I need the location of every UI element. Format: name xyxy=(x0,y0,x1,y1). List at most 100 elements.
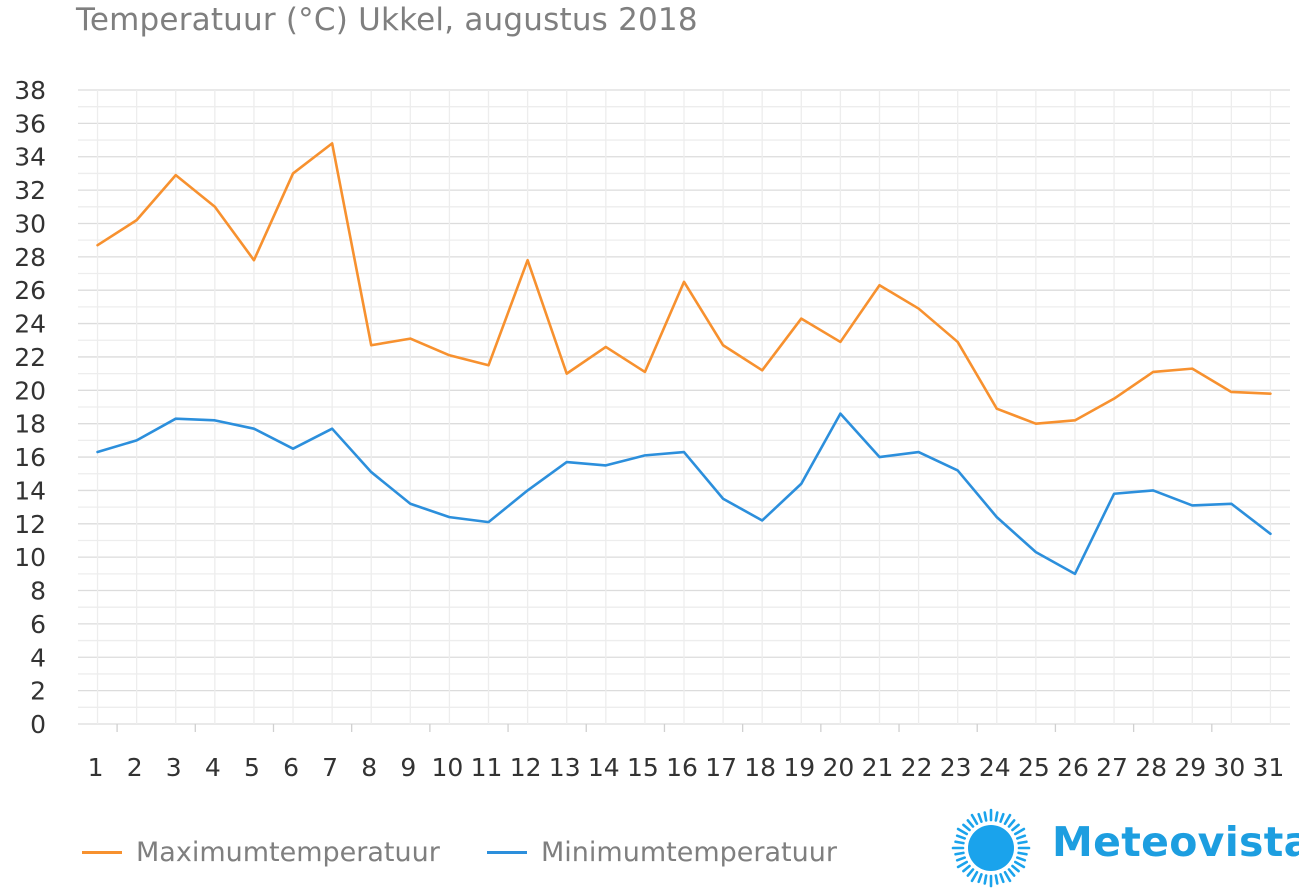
x-tick-label: 13 xyxy=(549,753,581,782)
sun-ray xyxy=(983,811,988,822)
sun-ray xyxy=(962,864,971,873)
legend-item-min[interactable]: Minimumtemperatuur xyxy=(487,832,837,872)
x-tick-label: 25 xyxy=(1018,753,1050,782)
x-tick-label: 19 xyxy=(783,753,815,782)
sun-ray xyxy=(983,874,988,885)
y-tick-label: 2 xyxy=(30,677,46,706)
x-tick-label: 24 xyxy=(979,753,1011,782)
sun-ray xyxy=(966,868,975,877)
sun-ray xyxy=(977,812,983,823)
x-tick-label: 28 xyxy=(1135,753,1167,782)
x-tick-label: 11 xyxy=(471,753,503,782)
sun-ray xyxy=(999,812,1005,823)
series-lines xyxy=(96,142,1272,576)
x-tick-label: 29 xyxy=(1174,753,1206,782)
y-tick-label: 26 xyxy=(14,276,46,305)
sun-ray xyxy=(1007,868,1016,877)
sun-ray xyxy=(956,827,969,836)
legend-swatch-min xyxy=(487,850,527,854)
sun-ray xyxy=(977,873,983,884)
x-tick-label: 27 xyxy=(1096,753,1128,782)
sun-ray xyxy=(1017,851,1028,856)
chart-grid xyxy=(78,89,1290,732)
legend-label-min: Minimumtemperatuur xyxy=(541,836,837,868)
y-tick-label: 38 xyxy=(14,76,46,105)
x-tick-label: 26 xyxy=(1057,753,1089,782)
sun-ray xyxy=(1013,860,1026,869)
x-tick-label: 4 xyxy=(205,753,221,782)
y-tick-label: 0 xyxy=(30,710,46,739)
x-tick-label: 6 xyxy=(283,753,299,782)
x-tick-label: 8 xyxy=(361,753,377,782)
x-axis-ticks: 1 2 3 4 5 6 7 8 9 10 11 12 13 14 15 16 17 18 19 20 21 22 23 24 2… xyxy=(88,753,1285,782)
sun-ray xyxy=(1011,864,1020,873)
x-tick-label: 12 xyxy=(510,753,542,782)
sun-ray xyxy=(1016,856,1027,862)
x-tick-label: 23 xyxy=(940,753,972,782)
x-tick-label: 14 xyxy=(588,753,620,782)
y-tick-label: 36 xyxy=(14,109,46,138)
x-tick-label: 15 xyxy=(627,753,659,782)
x-tick-label: 17 xyxy=(705,753,737,782)
sun-ray xyxy=(1003,870,1012,883)
sun-ray xyxy=(966,819,975,828)
y-tick-label: 32 xyxy=(14,176,46,205)
series-line-max xyxy=(96,142,1272,425)
chart-title: Temperatuur (°C) Ukkel, augustus 2018 xyxy=(76,2,698,38)
x-tick-label: 20 xyxy=(822,753,854,782)
x-tick-label: 5 xyxy=(244,753,260,782)
legend-label-max: Maximumtemperatuur xyxy=(136,836,440,868)
x-tick-label: 18 xyxy=(744,753,776,782)
sun-ray xyxy=(1013,827,1026,836)
x-tick-label: 21 xyxy=(862,753,894,782)
sun-ray xyxy=(954,851,965,856)
x-tick-label: 3 xyxy=(166,753,182,782)
logo-text: Meteovista xyxy=(1052,818,1299,866)
x-tick-label: 1 xyxy=(88,753,104,782)
sun-ray xyxy=(970,813,979,826)
y-tick-label: 14 xyxy=(14,476,46,505)
x-tick-label: 2 xyxy=(127,753,143,782)
y-tick-label: 6 xyxy=(30,610,46,639)
legend-item-max[interactable]: Maximumtemperatuur xyxy=(82,832,440,872)
sun-ray xyxy=(1007,819,1016,828)
y-tick-label: 12 xyxy=(14,510,46,539)
x-tick-label: 31 xyxy=(1253,753,1285,782)
y-tick-label: 20 xyxy=(14,376,46,405)
x-tick-label: 30 xyxy=(1213,753,1245,782)
sun-ray xyxy=(1017,840,1028,845)
sun-ray xyxy=(970,870,979,883)
sun-ray xyxy=(962,823,971,832)
sun-ray xyxy=(955,856,966,862)
y-tick-label: 10 xyxy=(14,543,46,572)
sun-ray xyxy=(1016,834,1027,840)
sun-ray xyxy=(999,873,1005,884)
x-tick-label: 9 xyxy=(400,753,416,782)
y-tick-label: 16 xyxy=(14,443,46,472)
sun-ray xyxy=(994,811,999,822)
sun-ray xyxy=(956,860,969,869)
sun-ray xyxy=(955,834,966,840)
y-tick-label: 18 xyxy=(14,410,46,439)
y-tick-label: 8 xyxy=(30,577,46,606)
series-line-min xyxy=(96,412,1272,576)
sun-ray xyxy=(994,874,999,885)
y-tick-label: 30 xyxy=(14,209,46,238)
sun-ray xyxy=(1003,813,1012,826)
meteovista-logo: Meteovista xyxy=(950,800,1299,890)
x-tick-label: 22 xyxy=(901,753,933,782)
y-tick-label: 34 xyxy=(14,143,46,172)
y-tick-label: 28 xyxy=(14,243,46,272)
x-tick-label: 16 xyxy=(666,753,698,782)
x-tick-label: 7 xyxy=(322,753,338,782)
y-tick-label: 4 xyxy=(30,643,46,672)
sun-icon xyxy=(951,808,1031,888)
sun-ray xyxy=(954,840,965,845)
legend-swatch-max xyxy=(82,850,122,854)
sun-ray xyxy=(1011,823,1020,832)
y-tick-label: 22 xyxy=(14,343,46,372)
y-tick-label: 24 xyxy=(14,310,46,339)
x-tick-label: 10 xyxy=(432,753,464,782)
